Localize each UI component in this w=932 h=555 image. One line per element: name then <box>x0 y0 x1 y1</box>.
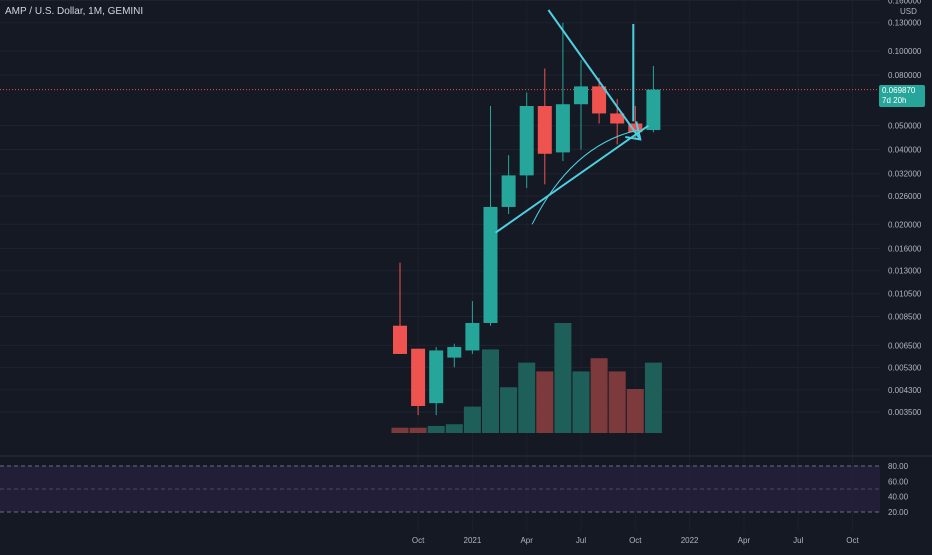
candle-body <box>574 86 588 105</box>
price-tick-label: 0.008500 <box>888 312 922 321</box>
candle-body <box>628 123 643 133</box>
time-tick-label: Oct <box>412 536 425 545</box>
volume-bar <box>409 427 427 433</box>
time-tick-label: 2022 <box>681 536 699 545</box>
candle-body <box>592 86 607 114</box>
price-axis[interactable]: 0.160000 0.130000 0.100000 0.080000 0.050000… <box>888 0 922 417</box>
time-tick-label: Oct <box>629 536 642 545</box>
indicator-pane[interactable]: 80.00 60.00 40.00 20.00 <box>0 455 932 517</box>
symbol-title[interactable]: AMP / U.S. Dollar, 1M, GEMINI <box>5 6 144 17</box>
last-price-tag: 0.069870 7d 20h <box>879 85 925 107</box>
volume-bar <box>554 323 572 433</box>
time-tick-label: Jul <box>576 536 586 545</box>
volume-bar <box>391 427 409 433</box>
candle-body <box>483 206 498 323</box>
volume-bar <box>482 349 499 433</box>
bar-countdown: 7d 20h <box>882 96 907 105</box>
candle-body <box>393 325 407 354</box>
candle-body <box>429 350 444 404</box>
volume-bar <box>445 424 463 433</box>
grid-lines <box>0 0 880 413</box>
time-tick-label: Apr <box>520 536 533 545</box>
indicator-tick-label: 60.00 <box>888 477 909 486</box>
candle-body <box>610 113 625 124</box>
volume-bar <box>644 362 662 433</box>
time-tick-label: Oct <box>846 536 859 545</box>
candle-body <box>447 347 462 358</box>
falling-trend-line <box>547 9 642 140</box>
volume-bar <box>572 371 590 433</box>
candle-body <box>555 104 570 153</box>
price-tick-label: 0.100000 <box>888 47 922 56</box>
indicator-tick-label: 80.00 <box>888 462 909 471</box>
time-tick-label: Jul <box>793 536 803 545</box>
volume-bar <box>536 371 554 433</box>
candle-body <box>501 175 516 207</box>
time-tick-label: Apr <box>738 536 751 545</box>
trend-drawings[interactable] <box>494 9 649 234</box>
indicator-band <box>0 466 880 512</box>
price-tick-label: 0.003500 <box>888 408 922 417</box>
price-tick-label: 0.020000 <box>888 220 922 229</box>
moving-average-curve <box>531 129 639 225</box>
price-tick-label: 0.010500 <box>888 290 922 299</box>
price-tick-label: 0.004300 <box>888 386 922 395</box>
volume-bars <box>391 323 662 433</box>
last-price-value: 0.069870 <box>882 86 916 95</box>
candle-body <box>465 322 480 351</box>
volume-bar <box>590 358 608 433</box>
price-tick-label: 0.016000 <box>888 244 922 253</box>
price-tick-label: 0.005300 <box>888 363 922 372</box>
volume-bar <box>463 406 481 433</box>
volume-bar <box>626 389 644 433</box>
price-tick-label: 0.006500 <box>888 341 922 350</box>
currency-label: USD <box>900 7 917 16</box>
price-tick-label: 0.032000 <box>888 170 922 179</box>
time-axis[interactable]: Oct 2021 Apr Jul Oct 2022 Apr Jul Oct <box>412 536 860 545</box>
price-tick-label: 0.130000 <box>888 19 922 28</box>
price-tick-label: 0.026000 <box>888 192 922 201</box>
volume-bar <box>500 387 518 433</box>
candles <box>393 22 661 416</box>
volume-bar <box>518 362 536 433</box>
time-tick-label: 2021 <box>464 536 482 545</box>
candle-body <box>537 106 552 154</box>
volume-bar <box>608 371 626 433</box>
volume-bar <box>427 425 445 433</box>
candle-body <box>646 89 661 131</box>
candle-body <box>519 106 534 176</box>
price-tick-label: 0.160000 <box>888 0 922 5</box>
arrow-head <box>625 121 642 141</box>
indicator-tick-label: 40.00 <box>888 493 909 502</box>
candle-body <box>411 348 426 407</box>
price-tick-label: 0.040000 <box>888 146 922 155</box>
indicator-tick-label: 20.00 <box>888 508 909 517</box>
price-tick-label: 0.050000 <box>888 122 922 131</box>
price-tick-label: 0.080000 <box>888 71 922 80</box>
price-tick-label: 0.013000 <box>888 267 922 276</box>
rising-trend-line <box>494 124 649 234</box>
